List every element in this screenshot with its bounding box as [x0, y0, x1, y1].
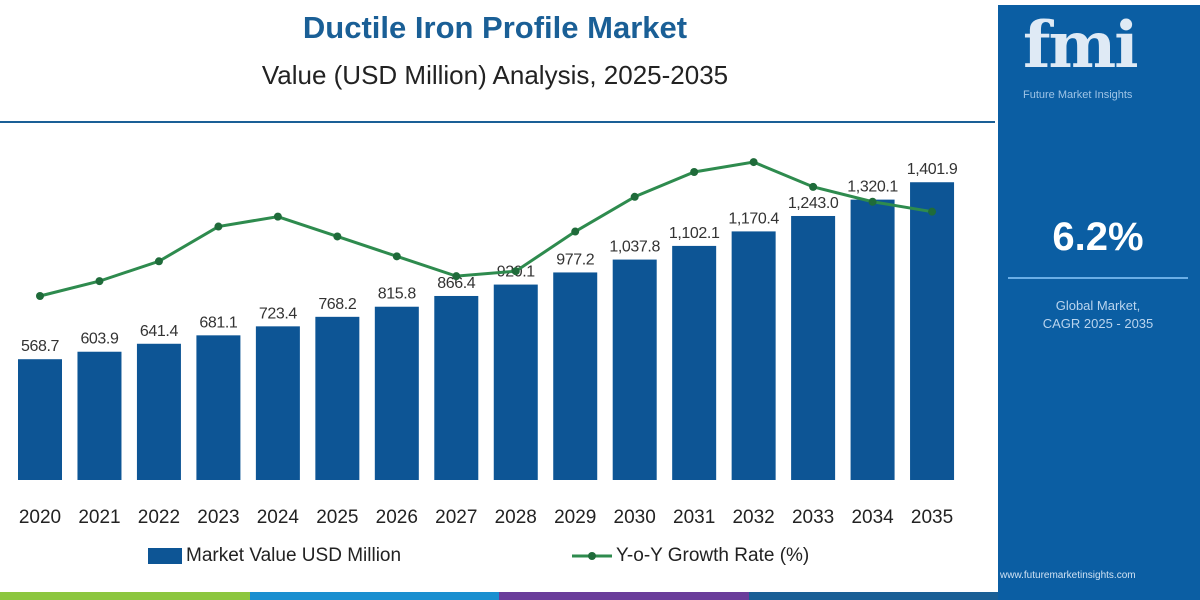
x-tick-2023: 2023 — [197, 507, 239, 528]
bar-label-2027: 866.4 — [437, 275, 476, 292]
bar-label-2020: 568.7 — [21, 338, 60, 355]
bar-label-2034: 1,320.1 — [847, 179, 898, 196]
bar-2029 — [553, 272, 598, 480]
legend-line: Y-o-Y Growth Rate (%) — [572, 545, 809, 567]
growth-point-2022 — [154, 257, 163, 266]
growth-point-2024 — [273, 212, 282, 221]
growth-point-2032 — [749, 158, 758, 167]
bar-2025 — [315, 316, 360, 480]
x-tick-2033: 2033 — [792, 507, 834, 528]
x-tick-2031: 2031 — [673, 507, 715, 528]
bar-label-2029: 977.2 — [556, 251, 595, 268]
growth-point-2023 — [214, 222, 223, 231]
x-tick-2034: 2034 — [851, 507, 894, 528]
bar-label-2033: 1,243.0 — [788, 195, 839, 212]
legend-bar: Market Value USD Million — [148, 545, 401, 567]
growth-line — [39, 160, 933, 298]
cagr-label: Global Market, CAGR 2025 - 2035 — [998, 297, 1198, 333]
growth-point-2027 — [452, 272, 461, 281]
bar-2034 — [850, 199, 895, 480]
legend-line-swatch — [572, 552, 612, 560]
brand-panel: fmi Future Market Insights 6.2% Global M… — [998, 5, 1200, 600]
growth-point-2030 — [630, 192, 639, 201]
bar-label-2025: 768.2 — [318, 296, 357, 313]
x-tick-2028: 2028 — [495, 507, 537, 528]
bar-label-2030: 1,037.8 — [609, 239, 660, 256]
x-tick-2029: 2029 — [554, 507, 596, 528]
bar-2020 — [18, 359, 62, 480]
bar-2030 — [612, 259, 657, 480]
bar-2022 — [136, 343, 181, 480]
chart-subtitle: Value (USD Million) Analysis, 2025-2035 — [261, 60, 729, 90]
chart-area: 568.7 2020 603.9 2021 641.4 2022 681.1 2023 723.… — [18, 158, 958, 528]
growth-point-2033 — [809, 182, 818, 191]
bar-2033 — [791, 215, 836, 480]
legend-line-label: Y-o-Y Growth Rate (%) — [616, 545, 810, 566]
legend-bar-swatch — [148, 548, 182, 564]
x-tick-2032: 2032 — [732, 507, 774, 528]
x-tick-2027: 2027 — [435, 507, 477, 528]
growth-point-2035 — [928, 207, 937, 216]
x-tick-2020: 2020 — [19, 507, 61, 528]
x-tick-2035: 2035 — [911, 507, 953, 528]
bar-2035 — [910, 182, 955, 480]
bar-2024 — [255, 326, 300, 480]
bar-label-2024: 723.4 — [259, 305, 298, 322]
chart-title: Ductile Iron Profile Market — [302, 10, 688, 45]
growth-point-2020 — [36, 292, 44, 300]
cagr-value: 6.2% — [1052, 215, 1144, 259]
growth-point-2031 — [690, 168, 699, 176]
bar-2032 — [731, 231, 776, 480]
bar-label-2032: 1,170.4 — [728, 210, 779, 227]
bar-2027 — [434, 295, 479, 480]
bar-2023 — [196, 335, 241, 480]
bar-2021 — [77, 351, 122, 480]
x-tick-2026: 2026 — [376, 507, 418, 528]
website-url[interactable]: www.futuremarketinsights.com — [1000, 570, 1136, 581]
bar-label-2021: 603.9 — [80, 331, 119, 348]
bar-label-2023: 681.1 — [199, 314, 238, 331]
growth-point-2021 — [95, 277, 104, 286]
cagr-label-line1: Global Market, — [1055, 298, 1141, 313]
growth-point-2034 — [868, 197, 877, 206]
x-tick-2022: 2022 — [138, 507, 180, 528]
x-tick-2025: 2025 — [316, 507, 358, 528]
bar-2031 — [672, 245, 717, 480]
logo-subtitle: Future Market Insights — [1023, 89, 1133, 101]
footer-stripes — [0, 592, 998, 600]
cagr-divider — [1008, 277, 1188, 279]
bar-label-2035: 1,401.9 — [907, 161, 958, 178]
x-tick-2021: 2021 — [78, 507, 120, 528]
growth-point-2028 — [511, 267, 520, 276]
x-tick-2030: 2030 — [614, 507, 656, 528]
bar-label-2026: 815.8 — [378, 286, 417, 303]
bar-label-2031: 1,102.1 — [669, 225, 720, 242]
bar-2026 — [374, 306, 419, 480]
title-divider — [0, 121, 995, 123]
growth-point-2029 — [571, 227, 580, 236]
cagr-label-line2: CAGR 2025 - 2035 — [1042, 316, 1154, 331]
bar-2028 — [493, 284, 538, 480]
legend-bar-label: Market Value USD Million — [186, 545, 402, 566]
growth-point-2025 — [333, 232, 342, 241]
bar-label-2022: 641.4 — [140, 323, 179, 340]
fmi-logo: fmi — [1023, 8, 1139, 83]
x-tick-2024: 2024 — [257, 507, 300, 528]
growth-point-2026 — [392, 252, 401, 261]
